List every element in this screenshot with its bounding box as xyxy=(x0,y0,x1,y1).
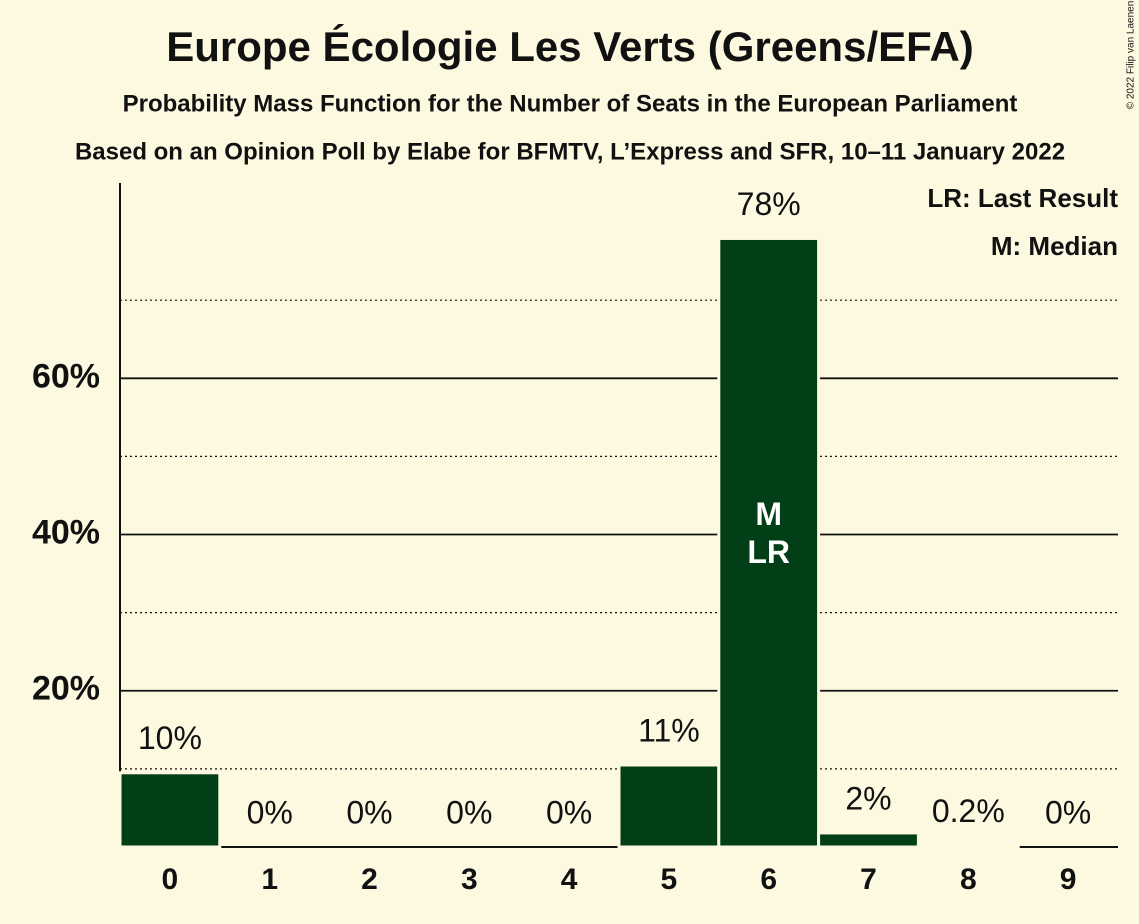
bar xyxy=(617,763,721,849)
chart-subtitle: Based on an Opinion Poll by Elabe for BF… xyxy=(75,138,1065,165)
y-tick-label: 20% xyxy=(32,670,100,708)
value-label: 0% xyxy=(546,794,592,830)
value-label: 0% xyxy=(1045,794,1091,830)
x-tick-label: 2 xyxy=(361,863,378,896)
legend-entry: M: Median xyxy=(991,231,1118,261)
bar xyxy=(717,236,821,849)
chart-title: Europe Écologie Les Verts (Greens/EFA) xyxy=(166,23,974,70)
bar xyxy=(118,771,222,849)
value-label: 11% xyxy=(638,712,700,748)
x-tick-label: 5 xyxy=(661,863,678,896)
chart-subtitle: Probability Mass Function for the Number… xyxy=(123,90,1018,117)
x-tick-label: 9 xyxy=(1060,863,1077,896)
value-label: 0.2% xyxy=(932,793,1005,829)
x-tick-label: 4 xyxy=(561,863,578,896)
copyright: © 2022 Filip van Laenen xyxy=(1126,1,1137,110)
x-tick-label: 0 xyxy=(162,863,179,896)
x-tick-label: 1 xyxy=(261,863,278,896)
x-tick-label: 3 xyxy=(461,863,478,896)
x-tick-label: 8 xyxy=(960,863,977,896)
value-label: 2% xyxy=(845,780,891,816)
y-tick-label: 60% xyxy=(32,357,100,395)
x-tick-label: 6 xyxy=(760,863,777,896)
bar xyxy=(916,843,1020,849)
value-label: 10% xyxy=(138,720,202,756)
legend-entry: LR: Last Result xyxy=(927,183,1118,213)
value-label: 78% xyxy=(737,186,801,222)
x-tick-label: 7 xyxy=(860,863,877,896)
annotation: M xyxy=(755,496,782,532)
value-label: 0% xyxy=(446,794,492,830)
bar xyxy=(817,831,920,849)
y-tick-label: 40% xyxy=(32,514,100,552)
value-label: 0% xyxy=(247,794,293,830)
value-label: 0% xyxy=(346,794,392,830)
annotation: LR xyxy=(747,534,790,570)
